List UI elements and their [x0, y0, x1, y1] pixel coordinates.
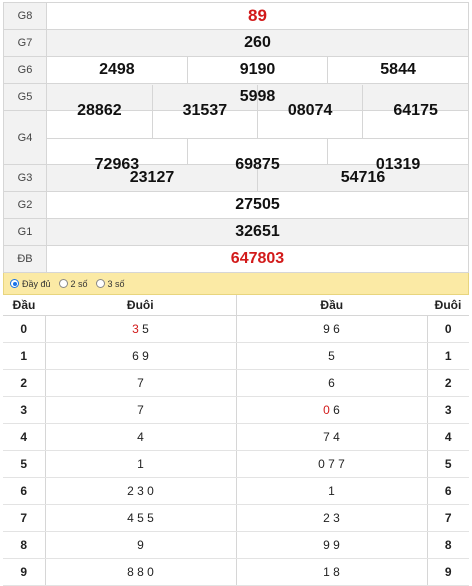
loto-tails: 3 5: [44, 315, 237, 343]
loto-head-digit: 4: [3, 423, 45, 451]
prize-number: 32651: [46, 218, 469, 246]
prize-label: G5: [3, 83, 47, 111]
loto-head-digit: 1: [3, 342, 45, 370]
loto-head-digit: 7: [3, 504, 45, 532]
loto-heads: 9 9: [236, 531, 428, 559]
prize-row-g2: G2 27505: [3, 191, 469, 219]
radio-three-digits[interactable]: [95, 279, 105, 288]
loto-tails: 6 9: [44, 342, 237, 370]
option-two-label: 2 số: [70, 278, 88, 289]
option-full-label: Đầy đủ: [22, 278, 51, 289]
loto-head-digit: 8: [3, 531, 45, 559]
loto-head-digit: 2: [3, 369, 45, 397]
loto-heads: 0 7 7: [236, 450, 428, 478]
loto-tail-digit: 0: [427, 315, 469, 343]
loto-tails: 8 8 0: [44, 558, 237, 586]
header-dau-2: Đầu: [236, 295, 427, 316]
prize-number: 9190: [186, 57, 328, 83]
loto-heads: 0 6: [236, 396, 428, 424]
loto-tails: 4 5 5: [44, 504, 237, 532]
loto-heads: 1 8: [236, 558, 428, 586]
prize-row-g6: G6 2498 9190 5844: [3, 56, 469, 84]
loto-tail-digit: 5: [427, 450, 469, 478]
prize-row-g4: G4 28862 31537 08074 64175 72963 69875 0…: [3, 84, 469, 191]
loto-head-digit: 5: [3, 450, 45, 478]
prize-number: 89: [46, 2, 469, 30]
loto-tail-digit: 8: [427, 531, 469, 559]
prize-number: 64175: [362, 84, 468, 138]
loto-tails: 9: [44, 531, 237, 559]
prize-number: 27505: [46, 191, 469, 219]
prize-row-g3: G3 23127 54716: [3, 164, 469, 192]
results-container: G8 89 G7 260 G6 2498 9190 5844 G5 5998 G…: [3, 2, 469, 586]
option-three-label: 3 số: [107, 278, 125, 289]
loto-tail-digit: 6: [427, 477, 469, 505]
loto-heads: 6: [236, 369, 428, 397]
loto-head-digit: 3: [3, 396, 45, 424]
option-three-digits[interactable]: 3 số: [95, 278, 125, 289]
prize-label: G3: [3, 164, 47, 192]
loto-tail-digit: 7: [427, 504, 469, 532]
prize-label: G8: [3, 2, 47, 30]
loto-heads: 9 6: [236, 315, 428, 343]
prize-row-g1: G1 32651: [3, 218, 469, 246]
loto-heads: 1: [236, 477, 428, 505]
loto-tail-digit: 9: [427, 558, 469, 586]
prize-label: G7: [3, 29, 47, 57]
prize-row-db: ĐB 647803: [3, 245, 469, 273]
prize-number: 28862: [77, 102, 122, 119]
prize-label: ĐB: [3, 245, 47, 273]
loto-tail-digit: 2: [427, 369, 469, 397]
prize-number: 54716: [257, 165, 468, 191]
loto-heads: 2 3: [236, 504, 428, 532]
prize-label: G2: [3, 191, 47, 219]
loto-tail-digit: 1: [427, 342, 469, 370]
prize-number: 260: [46, 29, 469, 57]
prize-number: 72963: [94, 155, 140, 173]
loto-head-digit: 6: [3, 477, 45, 505]
loto-tail-digit: 3: [427, 396, 469, 424]
header-dau: Đầu: [3, 295, 45, 316]
prize-label: G1: [3, 218, 47, 246]
option-full[interactable]: Đầy đủ: [10, 279, 51, 289]
prize-number: 5844: [327, 57, 468, 83]
loto-tails: 7: [44, 396, 237, 424]
loto-tails: 1: [44, 450, 237, 478]
special-prize-number: 647803: [46, 245, 469, 273]
prize-row-g7: G7 260: [3, 29, 469, 57]
loto-head-digit: 9: [3, 558, 45, 586]
header-duoi: Đuôi: [45, 295, 237, 316]
loto-tails: 2 3 0: [44, 477, 237, 505]
loto-tails: 4: [44, 423, 237, 451]
loto-tails: 7: [44, 369, 237, 397]
display-options-bar: Đầy đủ 2 số 3 số: [3, 273, 469, 295]
prize-table: G8 89 G7 260 G6 2498 9190 5844 G5 5998 G…: [3, 2, 469, 273]
loto-heads: 7 4: [236, 423, 428, 451]
prize-label: G6: [3, 56, 47, 84]
loto-head-digit: 0: [3, 315, 45, 343]
option-two-digits[interactable]: 2 số: [58, 278, 88, 289]
radio-full[interactable]: [10, 279, 19, 288]
prize-row-g8: G8 89: [3, 2, 469, 30]
prize-number: 23127: [129, 169, 175, 186]
loto-heads: 5: [236, 342, 428, 370]
prize-label: G4: [3, 110, 47, 165]
loto-tail-digit: 4: [427, 423, 469, 451]
prize-number: 2498: [99, 61, 135, 78]
header-duoi-2: Đuôi: [427, 295, 469, 316]
radio-two-digits[interactable]: [58, 279, 68, 288]
